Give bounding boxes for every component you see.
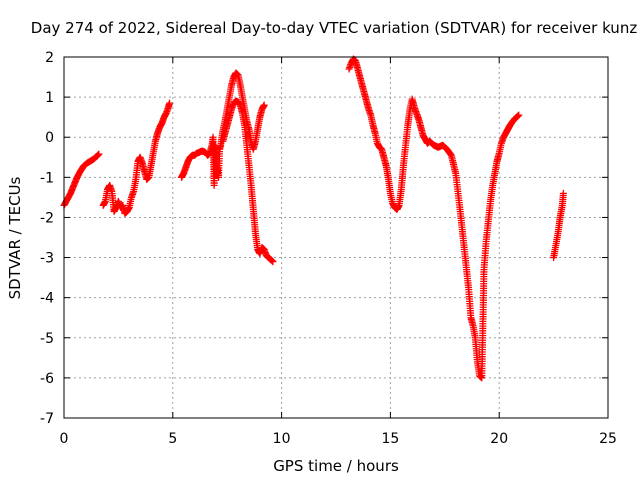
- data-point-marker: [559, 189, 567, 197]
- data-point-marker: [93, 152, 101, 160]
- series-seg3: [178, 69, 268, 189]
- y-tick-label: 2: [45, 50, 54, 66]
- data-point-marker: [166, 99, 174, 107]
- axis-ticks: [63, 56, 609, 419]
- x-tick-label: 15: [381, 431, 399, 447]
- y-tick-label: -3: [40, 251, 54, 267]
- series-seg4: [219, 97, 277, 266]
- data-point-marker: [94, 151, 102, 159]
- y-tick-label: -1: [40, 170, 54, 186]
- y-tick-label: -2: [40, 210, 54, 226]
- x-tick-label: 20: [490, 431, 508, 447]
- data-point-marker: [515, 111, 523, 119]
- data-markers: [60, 55, 567, 382]
- data-point-marker: [95, 150, 103, 158]
- y-tick-label: -7: [40, 411, 54, 427]
- data-point-marker: [267, 256, 275, 264]
- x-tick-label: 25: [599, 431, 617, 447]
- y-axis-label: SDTVAR / TECUs: [6, 176, 24, 299]
- series-seg2: [99, 99, 174, 217]
- x-tick-label: 10: [273, 431, 291, 447]
- grid: [64, 57, 608, 418]
- axis-tick-labels: 0 5 10 15 20 25 -7 -6 -5 -4 -3 -2 -1 0 1 2: [40, 50, 617, 447]
- plot-frame: [63, 56, 609, 419]
- x-tick-label: 5: [168, 431, 177, 447]
- series-seg6: [550, 189, 567, 262]
- x-axis-label: GPS time / hours: [273, 457, 399, 475]
- y-tick-label: 0: [45, 130, 54, 146]
- series-seg5: [345, 55, 523, 382]
- y-tick-label: -5: [40, 331, 54, 347]
- y-tick-label: -4: [40, 291, 54, 307]
- y-tick-label: 1: [45, 90, 54, 106]
- chart-title: Day 274 of 2022, Sidereal Day-to-day VTE…: [31, 19, 638, 37]
- data-point-marker: [268, 257, 276, 265]
- y-tick-label: -6: [40, 371, 54, 387]
- x-tick-label: 0: [60, 431, 69, 447]
- series-seg1: [60, 150, 103, 209]
- data-point-marker: [513, 112, 521, 120]
- data-point-marker: [260, 101, 268, 109]
- data-point-marker: [476, 373, 484, 381]
- data-point-marker: [269, 258, 277, 266]
- data-point-marker: [514, 112, 522, 120]
